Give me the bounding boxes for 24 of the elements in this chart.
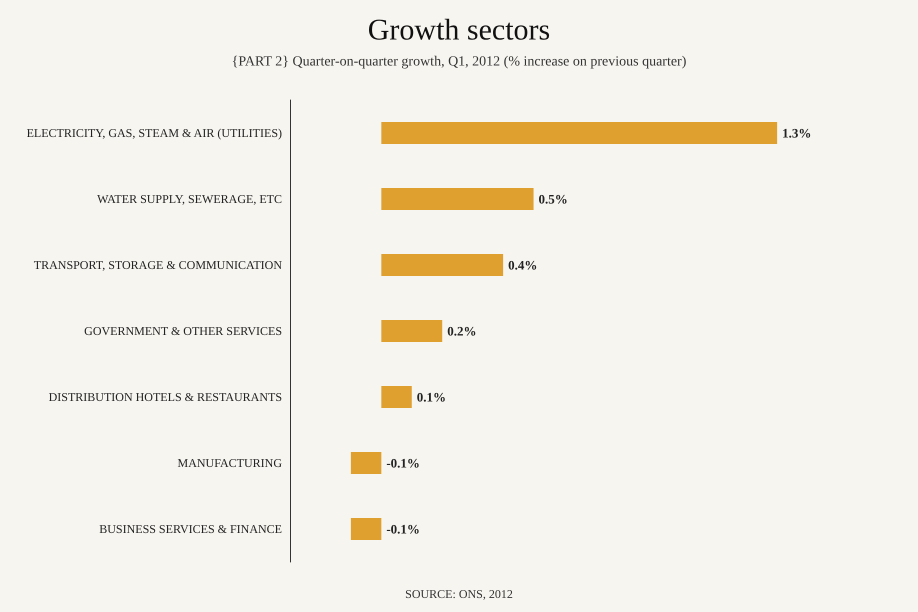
chart-title: Growth sectors [368, 14, 550, 46]
bar [350, 452, 382, 474]
bar [350, 518, 382, 540]
bar [381, 320, 442, 342]
bar [381, 254, 504, 276]
data-label: 0.5% [538, 192, 568, 206]
data-label: 1.3% [782, 126, 812, 140]
data-label: -0.1% [386, 522, 420, 536]
data-label: 0.2% [447, 324, 476, 338]
y-tick-label: DISTRIBUTION HOTELS & RESTAURANTS [48, 390, 282, 404]
y-tick-label: WATER SUPPLY, SEWERAGE, ETC [97, 192, 282, 206]
y-tick-label: MANUFACTURING [178, 456, 282, 470]
data-label: 0.4% [508, 258, 538, 272]
data-label: -0.1% [386, 456, 420, 470]
bar [381, 188, 534, 210]
y-tick-label: BUSINESS SERVICES & FINANCE [99, 522, 282, 536]
data-label: 0.1% [416, 390, 446, 404]
y-tick-label: ELECTRICITY, GAS, STEAM & AIR (UTILITIES) [26, 126, 282, 140]
source-note: SOURCE: ONS, 2012 [405, 587, 513, 601]
y-tick-label: GOVERNMENT & OTHER SERVICES [84, 324, 282, 338]
y-tick-label: TRANSPORT, STORAGE & COMMUNICATION [34, 258, 282, 272]
chart-subtitle: {PART 2} Quarter-on-quarter growth, Q1, 2012 (% increase on previous quarter) [232, 54, 687, 70]
bar [381, 122, 778, 144]
bar [381, 386, 412, 408]
